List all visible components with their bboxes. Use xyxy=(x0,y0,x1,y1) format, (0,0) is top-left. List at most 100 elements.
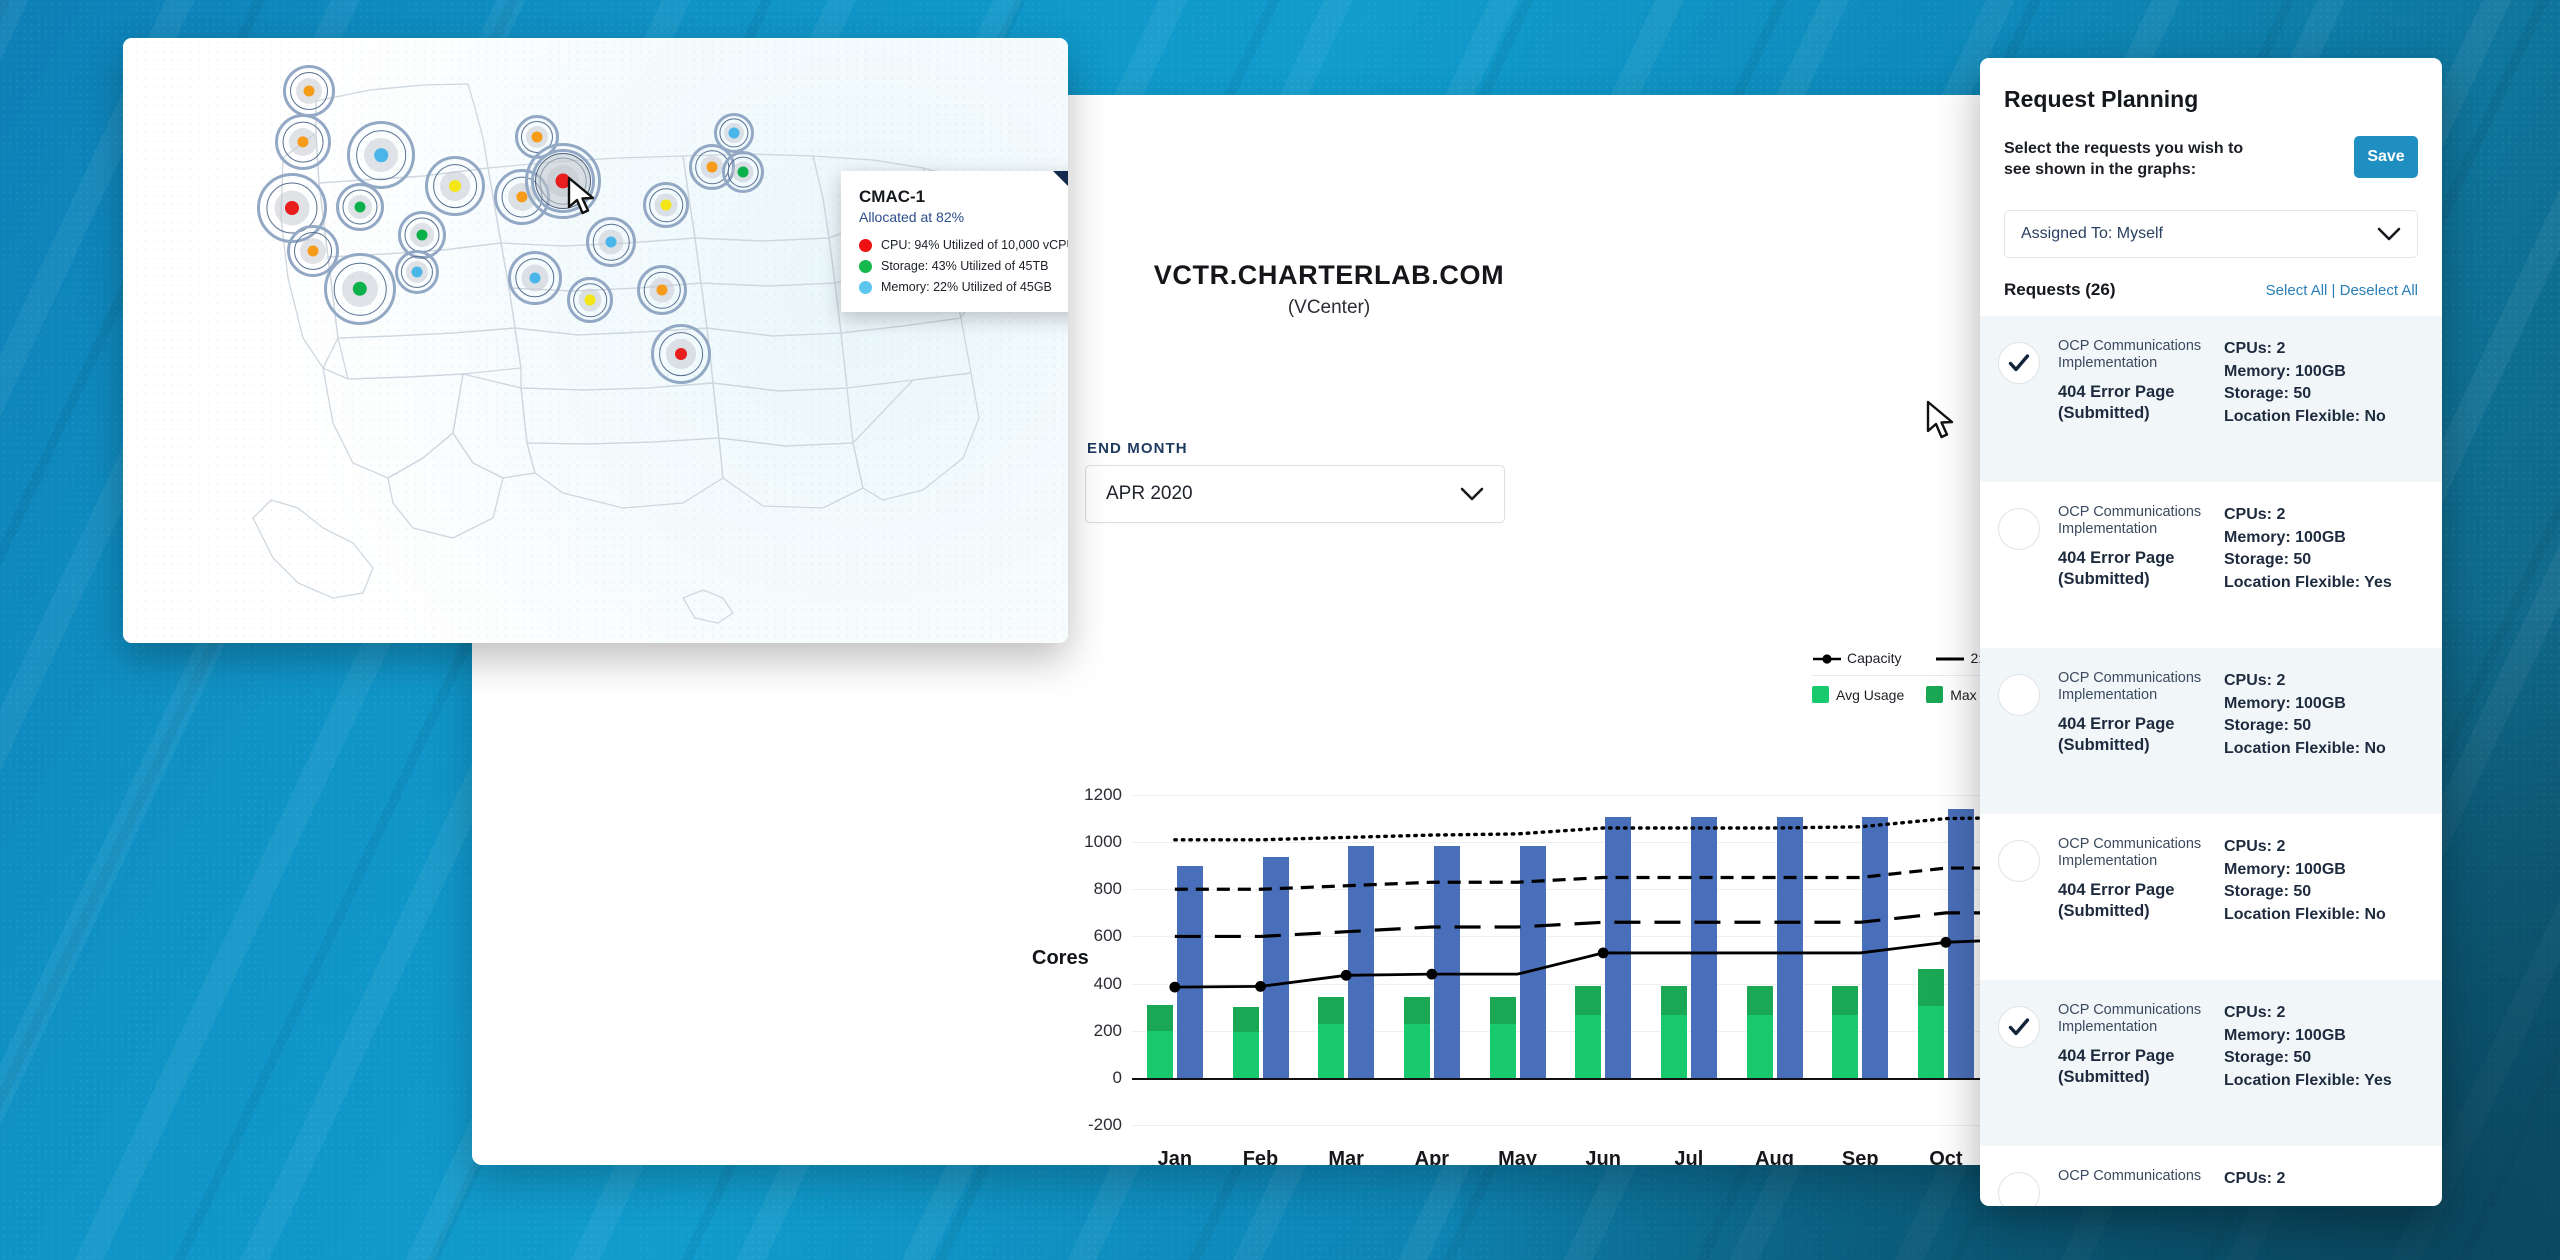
select-all-link[interactable]: Select All xyxy=(2265,282,2328,299)
chart-gridline xyxy=(1132,1125,2186,1126)
request-info: OCP Communications Implementation 404 Err… xyxy=(2058,836,2210,958)
marker-inner-ring xyxy=(643,271,681,309)
legend-label: Avg Usage xyxy=(1836,686,1905,703)
chart-bar-avg-usage xyxy=(1232,1031,1259,1078)
marker-dot xyxy=(303,85,315,97)
request-checkbox[interactable] xyxy=(1998,840,2040,882)
request-memory: Memory: 100GB xyxy=(2224,362,2346,380)
legend-line-icon xyxy=(1812,652,1841,664)
request-storage: Storage: 50 xyxy=(2224,385,2312,403)
end-month-select[interactable]: APR 2020 xyxy=(1085,465,1505,523)
marker-dot xyxy=(352,281,368,297)
marker-dot xyxy=(449,180,461,192)
request-list-item[interactable]: OCP Communications Implementation 404 Err… xyxy=(1980,316,2442,482)
page-subtitle: (VCenter) xyxy=(1287,297,1371,318)
request-list-item[interactable]: OCP Communications CPUs: 2 xyxy=(1980,1146,2442,1206)
request-name: 404 Error Page (Submitted) xyxy=(2058,548,2175,588)
marker-inner-ring xyxy=(515,258,555,298)
request-storage: Storage: 50 xyxy=(2224,717,2312,735)
chart-bar-provisioned xyxy=(1776,817,1803,1078)
marker-inner-ring xyxy=(592,223,630,261)
request-location-flexible: Location Flexible: No xyxy=(2224,408,2386,426)
metric-label: CPU: 94% Utilized of 10,000 vCPU xyxy=(881,238,1068,252)
usa-map-outline xyxy=(252,83,1004,624)
chart-capacity-marker xyxy=(1597,947,1609,959)
chart-bar-provisioned xyxy=(1947,809,1974,1078)
request-checkbox[interactable] xyxy=(1998,1006,2040,1048)
metric-bullet-icon xyxy=(859,280,872,294)
request-name: 404 Error Page (Submitted) xyxy=(2058,1046,2175,1086)
chart-zero-line xyxy=(1132,1077,2186,1081)
request-checkbox[interactable] xyxy=(1998,342,2040,384)
request-name: 404 Error Page (Submitted) xyxy=(2058,714,2175,754)
request-list-item[interactable]: OCP Communications Implementation 404 Err… xyxy=(1980,648,2442,814)
request-cpus: CPUs: 2 xyxy=(2224,672,2286,689)
chart-bar-avg-usage xyxy=(1746,1015,1773,1078)
marker-inner-ring xyxy=(266,182,318,234)
request-storage: Storage: 50 xyxy=(2224,1049,2312,1067)
marker-dot xyxy=(416,229,428,241)
request-cpus: CPUs: 2 xyxy=(2224,1004,2286,1021)
request-project: OCP Communications xyxy=(2058,1168,2202,1184)
chart-x-tick-month: Feb xyxy=(1242,1148,1279,1165)
marker-dot xyxy=(706,161,718,173)
chart-bar-avg-usage xyxy=(1403,1023,1430,1078)
request-info: OCP Communications Implementation 404 Err… xyxy=(2058,338,2210,460)
chevron-down-icon xyxy=(1460,487,1484,502)
request-checkbox[interactable] xyxy=(1998,1172,2040,1206)
chart-x-tick-month: Apr xyxy=(1414,1148,1450,1165)
request-list-item[interactable]: OCP Communications Implementation 404 Err… xyxy=(1980,814,2442,980)
request-panel-title: Request Planning xyxy=(2004,86,2199,112)
marker-outer-ring xyxy=(425,156,485,216)
legend-color-swatch xyxy=(1926,686,1944,703)
tooltip-metric-list: CPU: 94% Utilized of 10,000 vCPU Storage:… xyxy=(859,238,1068,294)
request-location-flexible: Location Flexible: No xyxy=(2224,906,2386,924)
chart-x-tick-month: Oct xyxy=(1929,1148,1963,1165)
chart-bar-avg-usage xyxy=(1146,1030,1173,1078)
assigned-to-select[interactable]: Assigned To: Myself xyxy=(2004,210,2418,258)
request-cpus: CPUs: 2 xyxy=(2224,506,2286,523)
chart-x-tick-month: Sep xyxy=(1841,1148,1879,1165)
deselect-all-link[interactable]: Deselect All xyxy=(2339,282,2418,299)
marker-inner-ring xyxy=(573,283,607,317)
map-tooltip: CMAC-1 Allocated at 82% CPU: 94% Utilize… xyxy=(841,171,1068,312)
marker-dot xyxy=(584,294,596,306)
actions-separator: | xyxy=(2331,282,2336,299)
tooltip-metric: CPU: 94% Utilized of 10,000 vCPU xyxy=(859,238,1068,252)
tooltip-title: CMAC-1 xyxy=(859,187,926,206)
chart-bar-provisioned xyxy=(1176,865,1203,1078)
request-memory: Memory: 100GB xyxy=(2224,528,2346,546)
marker-dot xyxy=(605,236,617,248)
chart-y-tick: 200 xyxy=(1093,1020,1122,1040)
save-button[interactable]: Save xyxy=(2354,136,2418,178)
request-location-flexible: Location Flexible: Yes xyxy=(2224,574,2392,592)
metric-bullet-icon xyxy=(859,259,872,273)
chart-y-tick: 1200 xyxy=(1084,785,1122,804)
metric-label: Memory: 22% Utilized of 45GB xyxy=(881,280,1052,294)
marker-dot xyxy=(285,201,299,215)
request-specs: CPUs: 2 Memory: 100GB Storage: 50 Location … xyxy=(2224,504,2392,626)
request-name: 404 Error Page (Submitted) xyxy=(2058,880,2175,920)
chart-capacity-marker xyxy=(1940,936,1952,948)
request-list-item[interactable]: OCP Communications Implementation 404 Err… xyxy=(1980,482,2442,648)
chart-gridline xyxy=(1132,795,2186,796)
marker-dot xyxy=(297,136,309,148)
chart-legend-item: Capacity xyxy=(1812,650,1901,666)
request-checkbox[interactable] xyxy=(1998,674,2040,716)
chart-x-tick: Aug2019 xyxy=(1732,1147,1818,1165)
chart-x-tick: Mar2019 xyxy=(1303,1147,1389,1165)
request-checkbox[interactable] xyxy=(1998,508,2040,550)
request-list[interactable]: OCP Communications Implementation 404 Err… xyxy=(1980,316,2442,1206)
requests-count: Requests (26) xyxy=(2004,280,2116,299)
marker-inner-ring xyxy=(333,262,387,316)
chart-gridline xyxy=(1132,1030,2186,1032)
chart-x-tick-month: Jan xyxy=(1157,1148,1193,1165)
request-cpus: CPUs: 2 xyxy=(2224,1170,2286,1187)
end-month-label: END MONTH xyxy=(1087,440,1188,457)
marker-inner-ring xyxy=(356,130,406,180)
marker-outer-ring xyxy=(643,182,689,228)
metric-bullet-icon xyxy=(859,238,872,252)
chart-bar-provisioned xyxy=(1519,845,1546,1078)
request-list-item[interactable]: OCP Communications Implementation 404 Err… xyxy=(1980,980,2442,1146)
request-project: OCP Communications Implementation xyxy=(2058,504,2202,538)
